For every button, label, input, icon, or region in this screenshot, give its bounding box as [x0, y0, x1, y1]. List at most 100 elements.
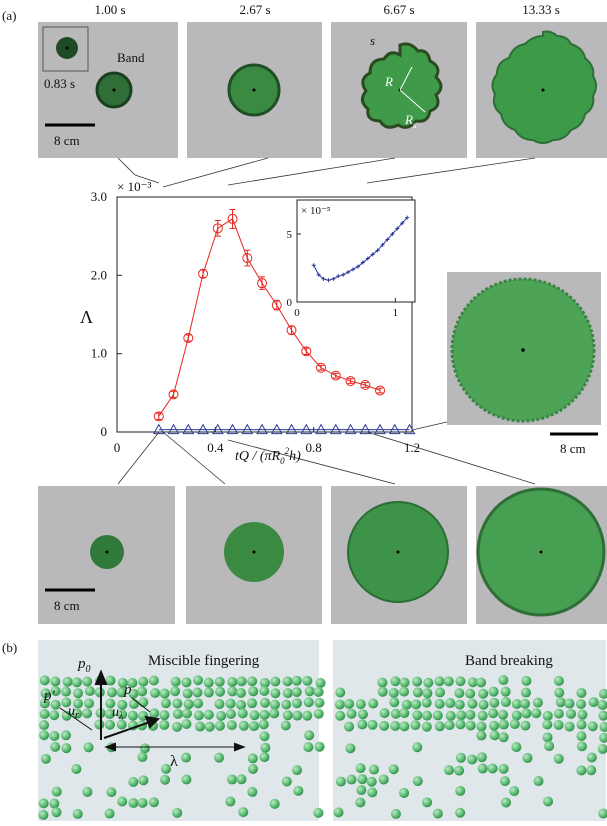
particle [192, 687, 202, 697]
particle [215, 687, 225, 697]
particle [171, 677, 181, 687]
y-multiplier: × 10⁻³ [117, 179, 151, 194]
particle [106, 787, 116, 797]
time-label: 6.67 s [383, 2, 414, 17]
particle [260, 710, 270, 720]
particle [358, 709, 368, 719]
particle [444, 676, 454, 686]
particle [444, 765, 454, 775]
particle [435, 721, 445, 731]
label: 0 [86, 664, 91, 675]
particle [510, 719, 520, 729]
particle [399, 708, 409, 718]
particle [315, 742, 325, 752]
particle [498, 675, 508, 685]
particle [476, 677, 486, 687]
particle [357, 719, 367, 729]
particle [368, 698, 378, 708]
particle [82, 787, 92, 797]
particle [478, 764, 488, 774]
x-tick-label: 1.2 [404, 440, 420, 455]
particle [367, 777, 377, 787]
x-axis-label: tQ / (πR02h) [235, 446, 301, 466]
particle [40, 675, 50, 685]
particle [181, 677, 191, 687]
x-tick-label: 0.8 [306, 440, 322, 455]
error-bar [185, 335, 191, 341]
panel-label: (a) [2, 8, 16, 23]
particle [248, 764, 258, 774]
particle [520, 721, 530, 731]
particle [389, 764, 399, 774]
particle [488, 708, 498, 718]
particle [314, 698, 324, 708]
y-axis-label: Λ [80, 307, 93, 327]
particle [270, 799, 280, 809]
particle [39, 798, 49, 808]
particle [422, 711, 432, 721]
particle [586, 765, 596, 775]
particle [237, 676, 247, 686]
particle [422, 722, 432, 732]
figure: (a) 1.00 s 2.67 s 6.67 s 13.33 s 0.83 s … [0, 0, 607, 821]
y-tick-label: 0 [287, 297, 293, 309]
particle [477, 752, 487, 762]
particle [94, 719, 104, 729]
particle [71, 764, 81, 774]
particle [456, 719, 466, 729]
particle [249, 721, 259, 731]
particle [566, 709, 576, 719]
particle [314, 687, 324, 697]
error-bar [377, 388, 383, 393]
particle [305, 686, 315, 696]
x-tick-label: 1 [393, 307, 399, 319]
particle [128, 777, 138, 787]
annotation: Band [117, 50, 145, 65]
particle [259, 752, 269, 762]
particle [435, 687, 445, 697]
particle [445, 698, 455, 708]
particle [105, 809, 115, 819]
particle [282, 777, 292, 787]
particle [216, 711, 226, 721]
particle [193, 698, 203, 708]
particle [236, 700, 246, 710]
particle [50, 742, 60, 752]
particle [49, 799, 59, 809]
particle [501, 687, 511, 697]
particle [260, 743, 270, 753]
particle [577, 710, 587, 720]
x-axis-label-part: h) [289, 449, 301, 464]
particle [467, 699, 477, 709]
particle [107, 687, 117, 697]
particle [509, 786, 519, 796]
particle [356, 699, 366, 709]
label: λ [118, 711, 124, 722]
particle [49, 731, 59, 741]
particle [236, 688, 246, 698]
particle [587, 752, 597, 762]
particle [41, 754, 51, 764]
particle [454, 688, 464, 698]
inset-time: 0.83 s [44, 76, 75, 91]
particle [554, 720, 564, 730]
label: u [68, 704, 75, 719]
particle [260, 698, 270, 708]
particle [281, 699, 291, 709]
particle [204, 710, 214, 720]
particle [247, 787, 257, 797]
error-bar [200, 270, 206, 278]
particle [138, 775, 148, 785]
particle [554, 676, 564, 686]
particle [227, 720, 237, 730]
particle [270, 676, 280, 686]
particle [149, 708, 159, 718]
particle [400, 678, 410, 688]
particle [184, 699, 194, 709]
particle [412, 742, 422, 752]
particle [150, 688, 160, 698]
particle [227, 686, 237, 696]
particle [236, 774, 246, 784]
particle [402, 700, 412, 710]
particle [85, 686, 95, 696]
